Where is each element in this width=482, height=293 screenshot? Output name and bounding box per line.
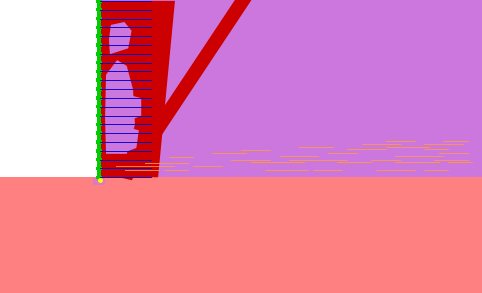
Bar: [96, 61, 102, 64]
Bar: [96, 17, 102, 20]
Bar: [96, 25, 102, 29]
Bar: [96, 70, 102, 73]
Bar: [96, 8, 102, 11]
Bar: [96, 114, 102, 117]
Bar: [96, 52, 102, 56]
Bar: [96, 176, 102, 179]
Bar: [96, 167, 102, 170]
Bar: [0, 177, 482, 293]
Bar: [96, 0, 102, 3]
Bar: [96, 79, 102, 82]
Bar: [96, 43, 102, 47]
Bar: [0, 0, 100, 177]
Bar: [96, 96, 102, 100]
Bar: [96, 131, 102, 135]
Polygon shape: [118, 0, 258, 180]
Polygon shape: [120, 127, 139, 154]
Polygon shape: [109, 22, 132, 54]
Polygon shape: [124, 95, 141, 122]
Polygon shape: [100, 1, 175, 177]
Bar: [97, 1, 101, 177]
Bar: [96, 105, 102, 108]
Bar: [96, 158, 102, 161]
Bar: [96, 149, 102, 153]
Bar: [147, 1, 151, 177]
Bar: [93, 178, 105, 185]
Bar: [96, 34, 102, 38]
Bar: [100, 0, 482, 177]
Bar: [96, 140, 102, 144]
Bar: [96, 122, 102, 126]
Bar: [96, 87, 102, 91]
Polygon shape: [105, 60, 135, 154]
